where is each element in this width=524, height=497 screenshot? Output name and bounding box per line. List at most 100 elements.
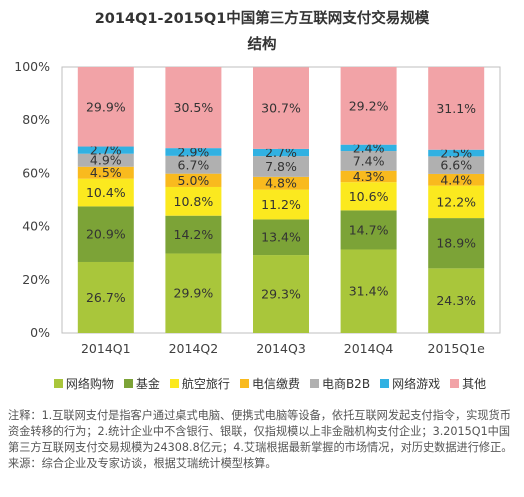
bar-segment — [253, 176, 309, 190]
bar-data-label: 2.9% — [178, 144, 210, 159]
legend-label: 航空旅行 — [181, 377, 230, 391]
bar-segment — [77, 146, 134, 154]
bar-segment — [165, 148, 222, 156]
chart-title-line1: 2014Q1-2015Q1中国第三方互联网支付交易规模 — [94, 11, 430, 27]
bar-data-label: 10.4% — [86, 185, 126, 200]
bar-segment — [428, 67, 485, 150]
legend-swatch — [239, 379, 249, 388]
legend-item: 电信缴费 — [239, 375, 300, 392]
bar-segment — [340, 151, 397, 171]
x-tick-label: 2014Q3 — [256, 341, 306, 356]
bar-segment — [253, 67, 309, 149]
bar-data-label: 29.9% — [86, 99, 126, 114]
bar-data-label: 4.9% — [90, 153, 122, 168]
bar-segment — [165, 186, 222, 216]
legend-label: 其他 — [462, 377, 487, 391]
bar-data-label: 10.8% — [174, 194, 214, 209]
x-tick-label: 2015Q1e — [428, 341, 486, 356]
bar-segment — [340, 170, 397, 183]
legend-item: 其他 — [450, 375, 486, 392]
bar-segment — [77, 178, 134, 207]
bar-segment — [165, 173, 222, 187]
y-tick-label: 20% — [22, 272, 50, 287]
bar-segment — [340, 144, 397, 152]
bar-data-label: 31.1% — [436, 101, 476, 116]
bar-segment — [77, 67, 134, 147]
bar-segment — [340, 67, 397, 145]
bar-data-label: 4.3% — [353, 169, 385, 184]
chart-legend: 网络购物 基金 航空旅行 电信缴费 电商B2B 网络游戏 其他 — [40, 375, 500, 392]
bar-data-label: 26.7% — [86, 290, 126, 305]
bar-data-label: 24.3% — [436, 293, 476, 308]
bar-segment — [253, 255, 309, 333]
legend-swatch — [309, 379, 319, 388]
bar-data-label: 4.4% — [440, 172, 472, 187]
bar-segment — [253, 156, 309, 177]
bar-data-label: 29.9% — [174, 286, 214, 301]
bar-segment — [77, 206, 134, 262]
bar-segment — [77, 261, 134, 333]
bar-data-label: 13.4% — [261, 230, 301, 245]
legend-label: 电信缴费 — [251, 377, 300, 391]
legend-swatch — [450, 379, 460, 388]
bar-segment — [253, 219, 309, 256]
legend-item: 基金 — [123, 375, 160, 392]
bar-data-label: 30.5% — [174, 100, 214, 115]
bar-data-label: 11.2% — [261, 197, 301, 212]
y-tick-label: 40% — [22, 219, 50, 234]
notes-annotation: 注释：1.互联网支付是指客户通过桌式电脑、便携式电脑等设备，依托互联网发起支付指… — [8, 409, 513, 454]
legend-label: 电商B2B — [321, 377, 371, 391]
bar-data-label: 4.8% — [265, 176, 297, 191]
legend-swatch — [169, 379, 179, 388]
bar-data-label: 7.4% — [353, 153, 385, 168]
bar-segment — [77, 153, 134, 167]
bar-segment — [428, 173, 485, 186]
y-tick-label: 60% — [22, 165, 50, 180]
chart-notes: 注释：1.互联网支付是指客户通过桌式电脑、便携式电脑等设备，依托互联网发起支付指… — [8, 408, 518, 472]
bar-data-label: 4.5% — [90, 165, 122, 180]
chart-title: 2014Q1-2015Q1中国第三方互联网支付交易规模 结构 — [0, 6, 524, 58]
y-tick-label: 0% — [30, 325, 50, 340]
bar-data-label: 20.9% — [86, 227, 126, 242]
y-tick-label: 100% — [14, 59, 50, 74]
bar-segment — [428, 156, 485, 174]
bar-segment — [165, 215, 222, 254]
legend-label: 网络购物 — [65, 377, 114, 391]
bar-data-label: 6.7% — [178, 157, 210, 172]
legend-swatch — [123, 379, 133, 388]
bar-segment — [428, 218, 485, 269]
bar-segment — [165, 253, 222, 333]
bar-segment — [340, 210, 397, 250]
bar-data-label: 30.7% — [261, 101, 301, 116]
bar-segment — [77, 166, 134, 179]
legend-item: 电商B2B — [309, 375, 371, 392]
x-tick-label: 2014Q2 — [169, 341, 219, 356]
bar-segment — [428, 185, 485, 219]
bar-data-label: 5.0% — [178, 173, 210, 188]
bar-data-label: 29.2% — [349, 98, 389, 113]
bar-data-label: 10.6% — [349, 189, 389, 204]
bar-data-label: 14.2% — [174, 227, 214, 242]
bar-data-label: 12.2% — [436, 194, 476, 209]
bar-data-label: 14.7% — [349, 222, 389, 237]
bar-segment — [165, 67, 222, 149]
bar-data-label: 31.4% — [349, 284, 389, 299]
legend-item: 航空旅行 — [169, 375, 230, 392]
legend-item: 网络游戏 — [380, 375, 440, 392]
bar-data-label: 29.3% — [261, 287, 301, 302]
legend-swatch — [380, 379, 390, 388]
bar-segment — [253, 148, 309, 157]
chart-title-line2: 结构 — [247, 37, 277, 53]
bar-segment — [253, 189, 309, 220]
bar-segment — [428, 149, 485, 157]
x-tick-label: 2014Q4 — [344, 341, 394, 356]
bar-segment — [340, 249, 397, 333]
x-tick-label: 2014Q1 — [81, 341, 131, 356]
y-tick-label: 80% — [22, 112, 50, 127]
bar-segment — [428, 268, 485, 333]
legend-label: 网络游戏 — [392, 377, 441, 391]
bar-data-label: 6.6% — [440, 158, 472, 173]
legend-swatch — [53, 379, 63, 388]
legend-label: 基金 — [135, 377, 160, 391]
